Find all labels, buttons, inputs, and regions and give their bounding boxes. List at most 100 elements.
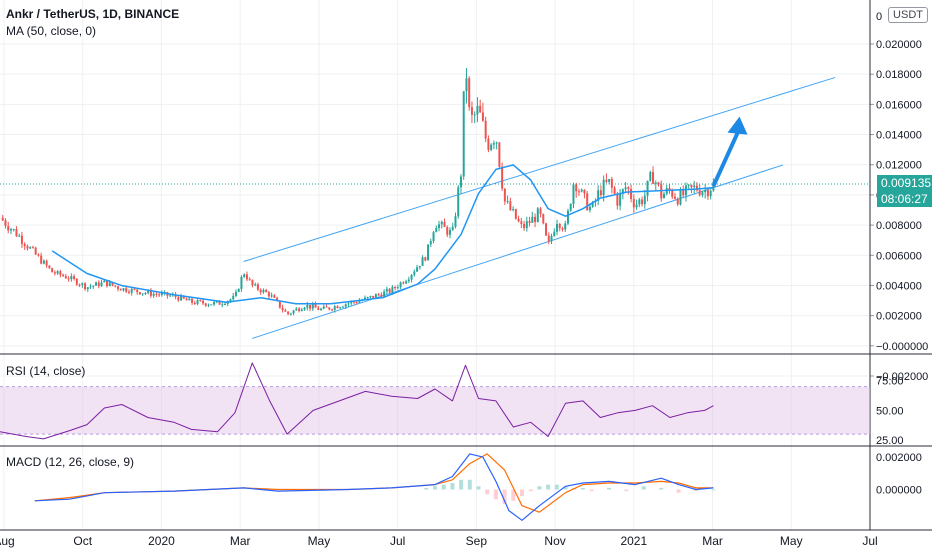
candle-body bbox=[64, 276, 67, 279]
projection-arrow-head bbox=[727, 116, 748, 135]
candle-body bbox=[608, 179, 611, 182]
macd-histogram-bar bbox=[476, 486, 481, 490]
candle-body bbox=[473, 114, 476, 116]
candle-body bbox=[350, 301, 353, 304]
candle-body bbox=[673, 196, 676, 199]
candle-body bbox=[383, 291, 386, 297]
candle-body bbox=[37, 254, 40, 256]
candle-body bbox=[136, 289, 139, 293]
candle-body bbox=[621, 189, 624, 194]
candle-body bbox=[377, 294, 380, 296]
y-tick-label: 0.008000 bbox=[876, 220, 922, 232]
candle-body bbox=[501, 166, 504, 189]
candle-body bbox=[185, 298, 188, 301]
candle-body bbox=[512, 209, 515, 211]
candle-body bbox=[421, 257, 424, 266]
macd-histogram-bar bbox=[607, 487, 611, 490]
candle-body bbox=[438, 224, 441, 228]
candle-body bbox=[309, 304, 312, 309]
macd-histogram-bar bbox=[624, 489, 629, 492]
candle-body bbox=[624, 187, 627, 190]
candle-body bbox=[369, 295, 372, 298]
channel-lower-line bbox=[252, 164, 784, 339]
candle-body bbox=[234, 291, 237, 296]
candle-body bbox=[138, 292, 141, 295]
macd-histogram-bar bbox=[589, 489, 594, 492]
candle-body bbox=[388, 288, 391, 293]
candle-body bbox=[51, 268, 54, 273]
candle-body bbox=[339, 307, 342, 309]
y-tick-label: 0.018000 bbox=[876, 69, 922, 81]
candle-body bbox=[443, 221, 446, 227]
candle-body bbox=[591, 201, 594, 207]
candle-body bbox=[520, 221, 523, 224]
candle-body bbox=[635, 204, 638, 208]
currency-button[interactable]: USDT bbox=[888, 7, 928, 23]
candle-body bbox=[528, 221, 531, 223]
ma-legend[interactable]: MA (50, close, 0) bbox=[6, 24, 97, 38]
candle-body bbox=[451, 226, 454, 230]
candle-body bbox=[402, 282, 405, 284]
candle-body bbox=[9, 229, 12, 231]
candle-body bbox=[295, 308, 298, 311]
candle-body bbox=[649, 172, 652, 181]
candle-body bbox=[440, 221, 443, 225]
macd-legend[interactable]: MACD (12, 26, close, 9) bbox=[6, 455, 135, 469]
candle-body bbox=[374, 294, 377, 298]
macd-histogram-bar bbox=[641, 486, 646, 490]
candle-body bbox=[583, 189, 586, 194]
candles bbox=[1, 67, 715, 316]
candle-body bbox=[396, 287, 399, 289]
y-tick-label: −0.002000 bbox=[876, 371, 928, 383]
macd-histogram-bar bbox=[433, 486, 437, 490]
candle-body bbox=[632, 198, 635, 208]
x-tick-label: Sep bbox=[466, 534, 488, 548]
candle-body bbox=[193, 302, 196, 305]
candle-body bbox=[75, 278, 78, 285]
candle-body bbox=[506, 201, 509, 203]
candle-body bbox=[416, 267, 419, 272]
candle-body bbox=[284, 310, 287, 312]
macd-histogram-bar bbox=[424, 487, 429, 490]
x-tick-label: Mar bbox=[230, 534, 251, 548]
candle-body bbox=[652, 172, 655, 184]
candle-body bbox=[693, 185, 696, 188]
candle-body bbox=[698, 190, 701, 196]
candle-body bbox=[53, 272, 56, 274]
rsi-tick-label: 50.00 bbox=[876, 405, 904, 417]
candle-body bbox=[704, 190, 707, 193]
candle-body bbox=[177, 297, 180, 301]
candle-body bbox=[147, 290, 150, 294]
macd-histogram-bar bbox=[537, 486, 542, 490]
candle-body bbox=[391, 287, 394, 293]
rsi-band bbox=[0, 386, 870, 435]
macd-histogram-bar bbox=[511, 489, 516, 501]
macd-histogram-bar bbox=[459, 479, 464, 490]
candle-body bbox=[465, 78, 468, 92]
candle-body bbox=[229, 299, 232, 302]
macd-histogram-bar bbox=[441, 484, 446, 490]
candle-body bbox=[542, 213, 545, 224]
candle-body bbox=[630, 189, 633, 199]
candle-body bbox=[111, 282, 114, 286]
candle-body bbox=[534, 216, 537, 223]
candle-body bbox=[341, 306, 344, 308]
candle-body bbox=[706, 190, 709, 197]
candle-body bbox=[133, 288, 136, 290]
rsi-legend[interactable]: RSI (14, close) bbox=[6, 364, 86, 378]
candle-body bbox=[448, 229, 451, 235]
candle-body bbox=[380, 294, 383, 297]
macd-histogram-bar bbox=[467, 479, 472, 490]
x-tick-label: Oct bbox=[73, 534, 92, 548]
candle-body bbox=[320, 308, 323, 310]
candle-body bbox=[300, 309, 303, 312]
candle-body bbox=[616, 193, 619, 206]
candle-body bbox=[498, 142, 501, 167]
symbol-legend[interactable]: Ankr / TetherUS, 1D, BINANCE bbox=[6, 7, 180, 21]
candle-body bbox=[561, 228, 564, 230]
candle-body bbox=[218, 301, 221, 305]
candle-body bbox=[314, 304, 317, 308]
x-tick-label: Nov bbox=[544, 534, 565, 548]
